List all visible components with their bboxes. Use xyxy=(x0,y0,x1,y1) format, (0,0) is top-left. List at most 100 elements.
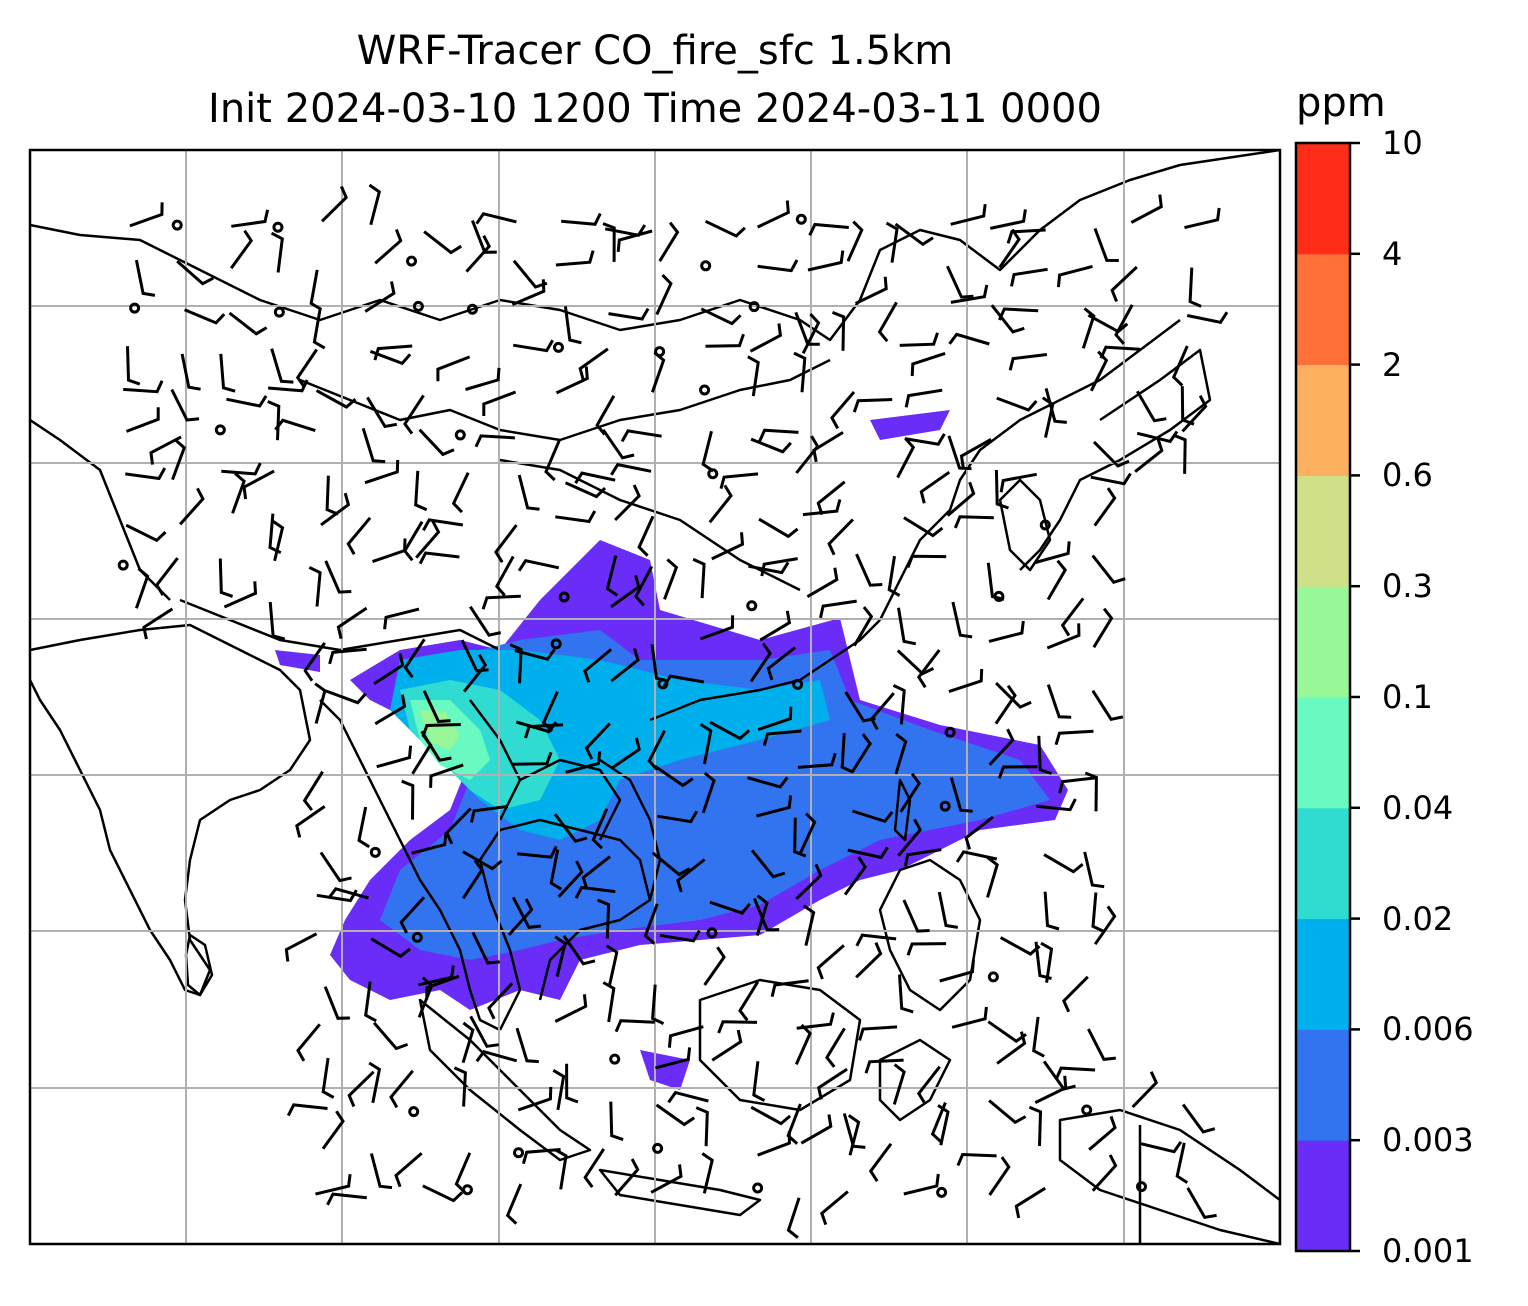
wind-barb xyxy=(1093,905,1117,946)
wind-barb xyxy=(368,1061,382,1104)
wind-barb xyxy=(126,346,141,386)
calm-wind-circle xyxy=(1039,519,1051,531)
wind-barb xyxy=(475,1049,518,1063)
wind-barb xyxy=(1092,607,1114,649)
wind-barb xyxy=(820,1190,849,1226)
wind-barb xyxy=(655,274,673,316)
wind-barb xyxy=(699,723,713,765)
wind-barb xyxy=(651,851,691,877)
wind-barb xyxy=(847,846,889,860)
wind-barb xyxy=(591,808,609,850)
wind-barb xyxy=(898,974,914,1014)
wind-barb xyxy=(953,515,994,529)
map-title-line1: WRF-Tracer CO_fire_sfc 1.5km xyxy=(356,28,954,74)
calm-wind-circle xyxy=(466,303,478,315)
wind-barb xyxy=(595,394,616,436)
wind-barb xyxy=(795,435,820,474)
wind-barb xyxy=(465,235,492,273)
wind-barb xyxy=(786,1197,801,1239)
wind-barb xyxy=(403,394,425,435)
wind-barb xyxy=(149,435,182,465)
wind-barb xyxy=(757,259,799,273)
wind-barb xyxy=(462,850,503,871)
wind-barb xyxy=(701,771,716,814)
wind-barbs xyxy=(117,183,1229,1239)
wind-barb xyxy=(422,690,451,724)
wind-barb xyxy=(564,481,607,499)
wind-barb xyxy=(574,885,616,899)
coastline-sulawesi xyxy=(878,1038,952,1122)
wind-barb xyxy=(654,764,694,788)
wind-barb xyxy=(219,353,236,393)
wind-barb xyxy=(512,339,554,353)
colorbar-unit-label: ppm xyxy=(1296,80,1386,126)
wind-barb xyxy=(481,594,521,610)
wind-barb xyxy=(1114,304,1134,345)
wind-barb xyxy=(738,981,760,1022)
wind-barb xyxy=(807,250,845,272)
colorbar-segment xyxy=(1296,697,1350,809)
wind-barb xyxy=(511,896,541,930)
wind-barb xyxy=(711,1029,743,1062)
wind-barb xyxy=(422,1184,464,1203)
wind-barb xyxy=(364,459,400,485)
wind-barb xyxy=(295,348,318,389)
wind-barb xyxy=(129,202,164,228)
wind-barb xyxy=(469,605,502,637)
wind-barb xyxy=(231,472,246,514)
wind-barb xyxy=(892,1063,906,1105)
calm-wind-circle xyxy=(408,1106,420,1118)
wind-barb xyxy=(748,561,790,575)
plume-level-1d xyxy=(640,1050,690,1090)
wind-barb xyxy=(700,307,742,326)
colorbar-segment xyxy=(1296,143,1350,255)
wind-barb xyxy=(154,557,179,596)
calm-wind-circle xyxy=(171,219,183,231)
coastline-korea xyxy=(998,478,1052,572)
wind-barb xyxy=(1188,267,1202,308)
wind-barb xyxy=(308,566,322,607)
wind-barb xyxy=(609,1101,624,1142)
wind-barb xyxy=(561,212,602,226)
wind-barb xyxy=(1006,228,1046,244)
wind-barb xyxy=(1184,207,1221,230)
wind-barb xyxy=(819,599,857,619)
wind-barb xyxy=(997,765,1038,779)
colorbar-segment xyxy=(1296,807,1350,920)
wind-barb xyxy=(312,308,326,350)
wind-barb xyxy=(469,804,509,823)
wind-barb xyxy=(302,770,324,812)
wind-barb xyxy=(1130,194,1163,224)
wind-barb xyxy=(1008,353,1048,371)
wind-barb xyxy=(614,484,641,522)
wind-barb xyxy=(180,353,201,391)
wind-barb xyxy=(939,959,975,983)
calm-wind-circle xyxy=(707,468,719,480)
wind-barb xyxy=(1089,350,1109,392)
wind-barb xyxy=(1091,689,1124,721)
wind-barb xyxy=(517,1086,553,1112)
wind-barb xyxy=(321,1057,335,1099)
wind-barb xyxy=(831,311,846,351)
wind-barb xyxy=(701,1152,714,1194)
wind-barb xyxy=(319,851,352,883)
wind-barb xyxy=(436,355,471,382)
wind-barb xyxy=(268,601,286,641)
wind-barb xyxy=(894,733,908,775)
wind-barb xyxy=(521,1148,561,1165)
wind-barb xyxy=(610,574,641,609)
wind-barb xyxy=(1092,440,1130,468)
wind-barb xyxy=(827,518,854,556)
wind-barb xyxy=(770,979,809,998)
wind-barb xyxy=(796,1012,835,1030)
wind-barb xyxy=(417,976,434,1018)
calm-wind-circle xyxy=(552,341,564,353)
wind-barb xyxy=(422,518,464,532)
wind-barb xyxy=(221,462,262,476)
wind-barb xyxy=(676,858,706,893)
colorbar-segment xyxy=(1296,918,1350,1030)
wind-barb xyxy=(902,899,930,933)
wind-barb xyxy=(1081,307,1096,349)
wind-barb xyxy=(453,1066,467,1107)
wind-barb xyxy=(274,418,316,433)
